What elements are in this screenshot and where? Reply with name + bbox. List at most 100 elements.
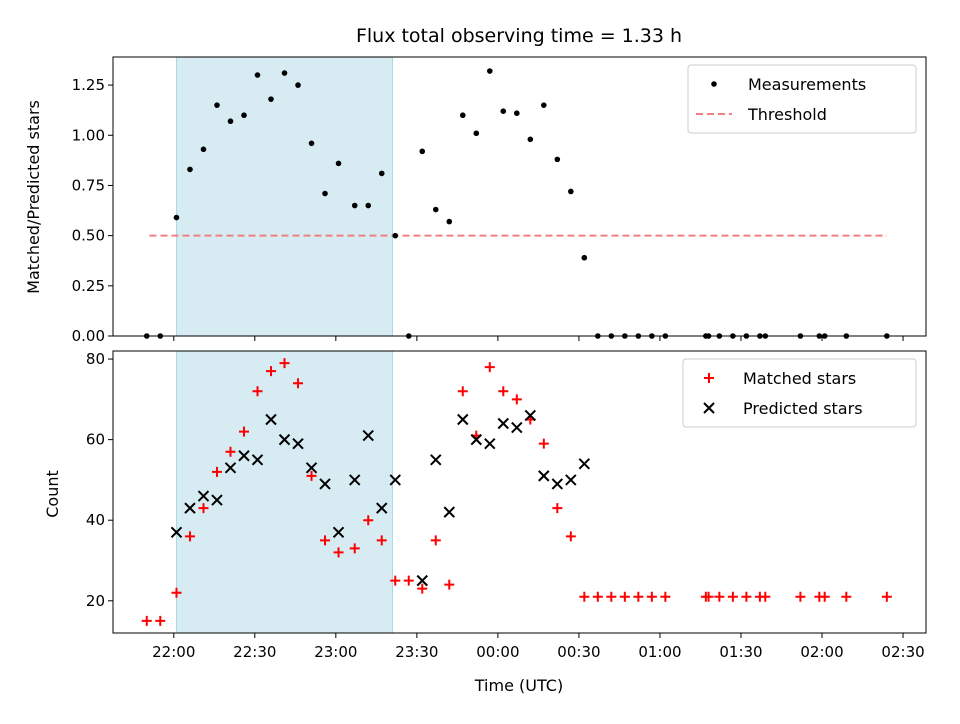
legend-marker <box>711 81 717 87</box>
data-point <box>511 394 522 405</box>
data-point <box>349 474 361 486</box>
data-point <box>457 413 469 426</box>
x-tick-label: 02:00 <box>800 643 843 661</box>
data-point <box>308 140 315 147</box>
data-point <box>173 214 180 221</box>
x-tick-label: 00:00 <box>476 643 519 661</box>
data-point <box>511 421 523 434</box>
data-point <box>376 535 387 546</box>
data-point <box>592 591 603 602</box>
data-point <box>320 535 331 546</box>
data-point <box>363 515 374 526</box>
data-point <box>703 591 714 602</box>
data-point <box>225 446 236 457</box>
data-point <box>251 454 264 466</box>
x-tick-label: 02:30 <box>881 643 924 661</box>
data-point <box>224 462 237 474</box>
x-tick-label: 23:30 <box>395 643 438 661</box>
data-point <box>579 591 590 602</box>
data-point <box>211 494 223 506</box>
data-point <box>227 118 234 125</box>
data-point <box>459 112 466 119</box>
data-point <box>184 502 196 514</box>
data-point <box>417 583 428 594</box>
data-point <box>881 591 892 602</box>
data-point <box>390 575 401 586</box>
data-point <box>565 531 576 542</box>
y-tick-label: 1.25 <box>72 76 105 94</box>
data-point <box>606 591 617 602</box>
data-point <box>430 454 442 466</box>
data-point <box>486 68 493 74</box>
y-tick-label: 0.50 <box>72 227 105 245</box>
data-point <box>470 433 482 446</box>
data-point <box>444 579 455 590</box>
data-point <box>419 148 426 155</box>
data-point <box>541 102 547 108</box>
data-point <box>200 146 207 153</box>
data-point <box>497 417 510 430</box>
y-tick-label: 40 <box>86 511 105 529</box>
data-point <box>473 130 480 137</box>
data-point <box>551 478 564 490</box>
data-point <box>432 206 439 213</box>
data-point <box>241 112 247 119</box>
y-axis-label-top: Matched/Predicted stars <box>24 100 43 294</box>
legend-label: Matched stars <box>743 369 856 388</box>
data-point <box>292 437 304 450</box>
x-tick-label: 01:00 <box>638 643 681 661</box>
axes-frame <box>112 350 927 634</box>
data-point <box>155 615 166 626</box>
data-point <box>646 591 657 602</box>
data-point <box>741 591 752 602</box>
data-point <box>252 386 263 397</box>
y-axis-label-bottom: Count <box>43 470 62 518</box>
data-point <box>305 462 318 474</box>
data-point <box>430 535 441 546</box>
data-point <box>238 426 249 437</box>
data-point <box>238 450 250 462</box>
observing-span-shade <box>175 350 394 634</box>
data-point <box>416 574 428 587</box>
x-tick-label: 01:30 <box>719 643 762 661</box>
x-tick-label: 22:30 <box>233 643 276 661</box>
data-point <box>279 358 290 369</box>
data-point <box>254 72 261 78</box>
data-point <box>141 615 152 626</box>
data-point <box>513 110 520 117</box>
data-point <box>333 547 344 558</box>
data-point <box>332 526 345 538</box>
data-point <box>278 433 291 446</box>
y-tick-label: 0.25 <box>72 277 105 295</box>
data-point <box>457 386 468 397</box>
data-point <box>365 202 372 209</box>
data-point <box>841 591 852 602</box>
data-point <box>446 218 453 225</box>
data-point <box>295 82 301 88</box>
data-point <box>581 254 588 261</box>
data-point <box>268 96 274 102</box>
data-point <box>538 470 550 482</box>
data-point <box>266 366 277 377</box>
data-point <box>484 437 496 450</box>
data-point <box>170 526 183 538</box>
data-point <box>795 591 806 602</box>
legend-label: Predicted stars <box>743 399 863 418</box>
x-tick-label: 22:00 <box>152 643 195 661</box>
top-panel: 0.00 0.25 0.50 0.75 1.00 1.25 Measurements Thre… <box>72 56 927 345</box>
data-point <box>184 531 195 542</box>
data-point <box>211 466 222 477</box>
data-point <box>351 202 358 209</box>
data-point <box>293 378 304 389</box>
data-point <box>281 70 288 76</box>
x-tick-label: 23:00 <box>314 643 357 661</box>
data-point <box>633 591 644 602</box>
legend-marker <box>703 402 715 414</box>
data-point <box>214 102 220 108</box>
data-point <box>727 591 738 602</box>
data-point <box>376 502 388 514</box>
data-point <box>335 160 342 167</box>
x-axis-label: Time (UTC) <box>474 676 563 695</box>
data-point <box>322 190 328 197</box>
